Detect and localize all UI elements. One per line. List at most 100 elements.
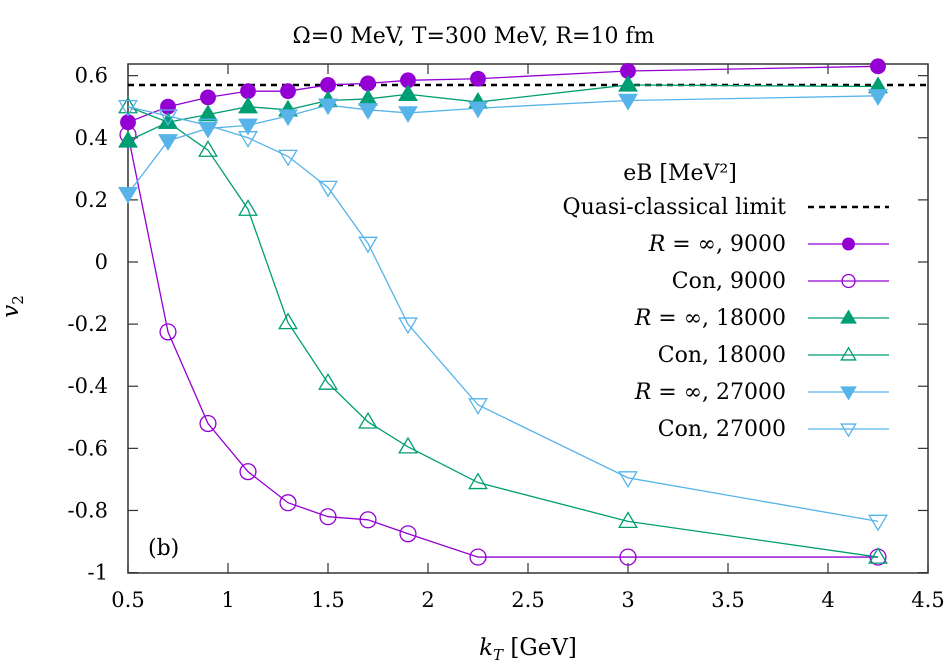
triangle-down-marker [468,101,488,119]
series-line [127,106,879,558]
x-tick-label: 2 [421,588,434,612]
filled-circle-marker [620,63,636,79]
triangle-down-marker [868,514,888,532]
legend-entry-label: R = ∞, 27000 [634,380,786,405]
series-line [127,106,879,522]
triangle-up-marker [618,74,638,92]
legend-title: eB [MeV²] [623,161,737,186]
panel-label: (b) [148,536,179,561]
open-circle-marker [619,548,637,566]
triangle-down-marker [618,471,638,488]
triangle-down-marker [468,398,488,415]
series-line [127,134,878,558]
triangle-down-marker [198,118,218,136]
open-circle-marker [159,323,177,341]
y-tick-label: -0.6 [68,436,109,460]
triangle-up-marker [238,199,258,216]
open-circle-marker [399,525,417,543]
triangle-down-marker [358,103,378,120]
triangle-down-marker [278,149,298,167]
triangle-down-marker [278,109,298,127]
triangle-up-marker [468,472,488,490]
triangle-down-marker [158,109,178,127]
series-2 [118,74,888,148]
legend-entry-label: Con, 27000 [658,417,786,442]
triangle-up-marker [198,140,218,157]
triangle-down-marker [238,131,258,148]
series-0 [120,58,886,131]
series-5 [118,100,888,532]
triangle-up-marker [118,130,138,148]
filled-circle-marker [400,72,416,89]
triangle-up-marker [198,104,218,122]
series-4 [118,89,888,204]
triangle-up-marker [318,373,338,390]
y-axis-label: v2 [0,295,27,318]
triangle-up-marker [398,84,418,101]
triangle-up-marker [840,309,857,324]
triangle-down-marker [238,118,258,136]
open-circle-marker [841,273,856,289]
triangle-up-marker [398,436,418,454]
triangle-down-marker [840,386,857,401]
x-tick-label: 3 [621,588,634,612]
triangle-down-marker [358,236,378,254]
x-axis-label: kT [GeV] [479,635,577,664]
x-tick-label: 3.5 [711,588,744,612]
triangle-up-marker [278,312,298,330]
x-tick-label: 4.5 [911,588,944,612]
triangle-up-marker [238,96,258,114]
triangle-down-marker [868,89,888,106]
x-tick-label: 1.5 [311,588,344,612]
filled-circle-marker [470,70,486,87]
open-circle-marker [239,463,257,481]
triangle-down-marker [398,317,418,335]
legend-entry-label: R = ∞, 18000 [634,306,786,331]
filled-circle-marker [360,75,376,92]
open-circle-marker [279,494,297,512]
filled-circle-marker [280,83,296,100]
x-tick-label: 0.5 [111,588,144,612]
legend-entry-label: Con, 18000 [658,343,786,368]
filled-circle-marker [842,237,855,251]
y-tick-label: 0.6 [75,64,108,88]
triangle-up-marker [840,346,857,361]
triangle-up-marker [618,511,638,529]
triangle-up-marker [158,112,178,129]
filled-circle-marker [160,98,176,115]
open-circle-marker [359,511,377,529]
filled-circle-marker [240,83,256,100]
triangle-down-marker [318,180,338,198]
legend-entry-label: Con, 9000 [672,269,786,294]
series-line [127,65,879,123]
x-tick-label: 2.5 [511,588,544,612]
y-tick-label: -0.2 [68,312,109,336]
triangle-down-marker [118,186,138,204]
y-tick-label: 0.2 [75,188,108,212]
legend: eB [MeV²] Quasi-classical limit R = ∞, 900… [563,161,889,442]
legend-entry-label: Quasi-classical limit [563,195,787,220]
open-circle-marker [469,548,487,566]
open-circle-marker [199,414,217,433]
y-tick-label: -0.8 [68,498,109,522]
y-tick-label: 0.4 [75,126,108,150]
triangle-down-marker [318,98,338,116]
x-tick-label: 4 [821,588,834,612]
y-tick-label: -0.4 [68,374,109,398]
filled-circle-marker [200,89,216,106]
y-tick-label: -1 [88,561,108,585]
triangle-down-marker [118,100,138,117]
triangle-up-marker [358,411,378,429]
triangle-down-marker [398,106,418,123]
triangle-up-marker [868,546,888,564]
triangle-up-marker [358,88,378,106]
legend-entry-label: R = ∞, 9000 [648,232,786,257]
triangle-down-marker [840,423,857,438]
filled-circle-marker [870,58,886,75]
y-tick-label: 0 [95,250,108,274]
filled-circle-marker [120,114,136,131]
series-1 [119,126,887,566]
triangle-down-marker [618,93,638,111]
filled-circle-marker [320,77,336,93]
